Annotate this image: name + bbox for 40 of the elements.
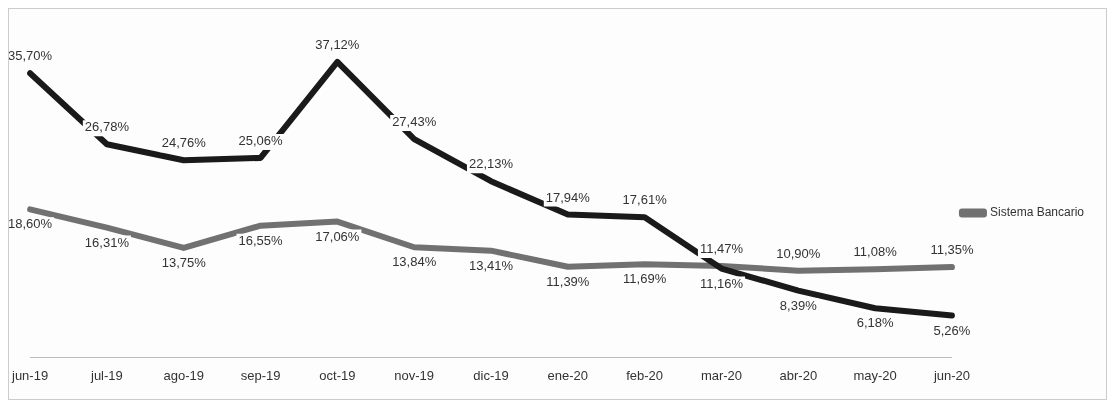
data-label: 11,39% [546, 273, 590, 289]
data-label: 24,76% [161, 135, 207, 151]
x-tick-label: jun-19 [11, 367, 49, 383]
data-label: 11,69% [623, 271, 667, 287]
data-label: 11,08% [853, 244, 898, 260]
x-tick-label: mar-20 [700, 367, 743, 383]
x-tick-label: jun-20 [932, 367, 971, 383]
x-tick-label: feb-20 [626, 367, 664, 383]
x-tick-label: may-20 [853, 367, 897, 383]
data-label: 16,31% [84, 234, 130, 250]
data-label: 11,35% [930, 242, 974, 258]
data-label: 16,55% [238, 232, 284, 248]
data-label: 17,06% [315, 228, 360, 244]
x-tick-label: sep-19 [240, 367, 281, 383]
data-label: 8,39% [779, 297, 818, 313]
data-label: 25,06% [238, 133, 284, 148]
x-tick-label: abr-20 [779, 367, 818, 383]
data-label: 11,47% [699, 241, 744, 257]
data-label: 6,18% [856, 315, 894, 331]
x-tick-label: ene-20 [547, 367, 589, 383]
data-label: 17,94% [545, 189, 591, 205]
x-tick-label: oct-19 [319, 367, 356, 383]
data-label: 26,78% [84, 119, 130, 135]
data-label: 35,70% [8, 48, 53, 64]
data-label: 13,84% [392, 254, 437, 270]
x-tick-label: ago-19 [163, 367, 204, 383]
data-label: 5,26% [933, 322, 971, 338]
data-label: 13,75% [161, 255, 207, 271]
x-tick-label: nov-19 [394, 367, 435, 383]
data-label: 27,43% [392, 114, 437, 130]
data-label: 22,13% [468, 156, 514, 172]
data-label: 18,60% [8, 216, 53, 232]
x-tick-label: dic-19 [473, 367, 509, 383]
data-label: 11,16% [699, 275, 744, 291]
data-label: 37,12% [315, 37, 360, 52]
legend-label: Sistema Bancario [989, 205, 1085, 220]
x-tick-label: jul-19 [89, 367, 123, 383]
data-label: 13,41% [468, 257, 514, 273]
data-label: 10,90% [776, 245, 821, 261]
data-label: 17,61% [622, 192, 668, 208]
